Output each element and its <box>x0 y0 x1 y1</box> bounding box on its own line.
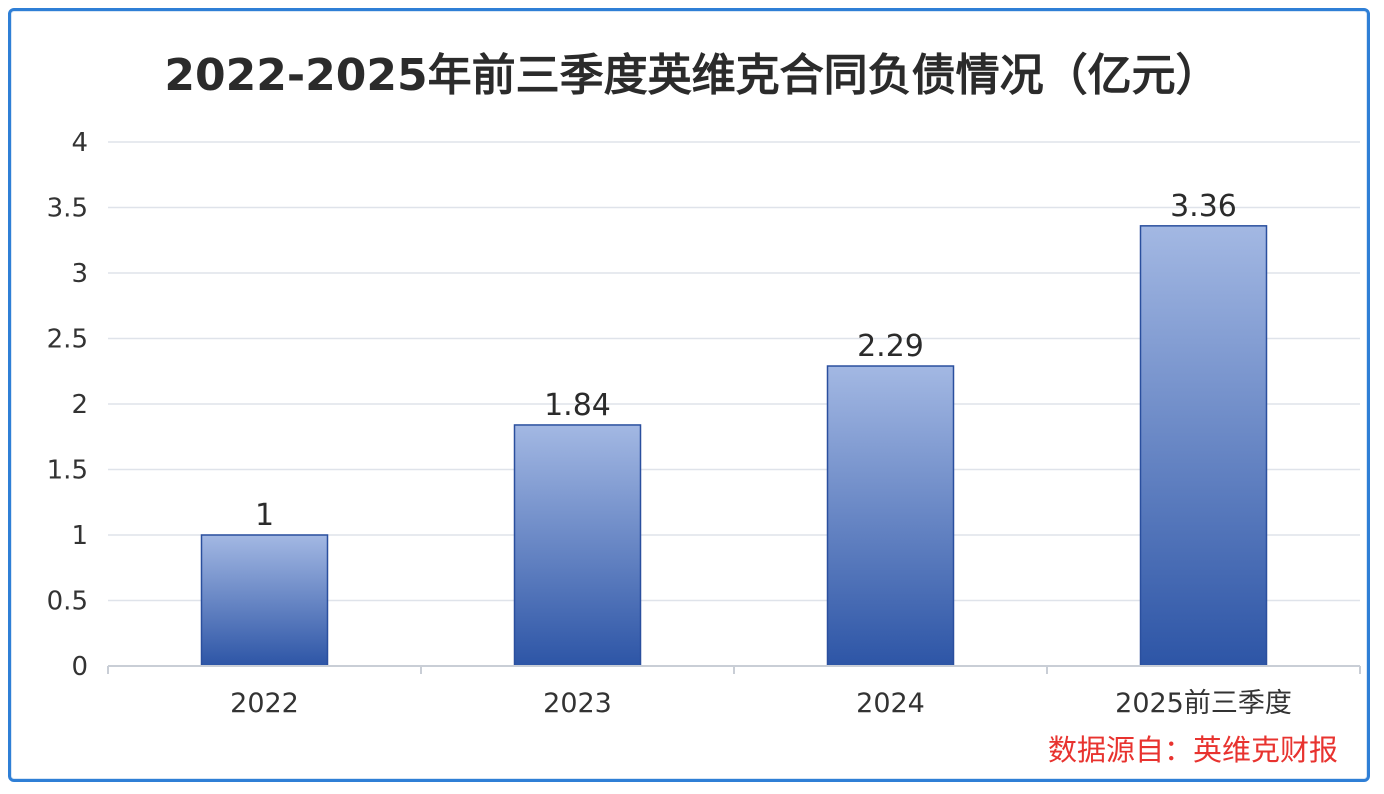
y-tick-label: 0.5 <box>47 587 88 617</box>
y-tick-label: 3 <box>71 259 88 289</box>
data-label: 3.36 <box>1170 189 1237 224</box>
bar-2023 <box>513 424 642 667</box>
x-category-label: 2023 <box>543 688 612 719</box>
y-tick-label: 2.5 <box>47 325 88 355</box>
y-axis-ticks: 0 0.5 1 1.5 2 2.5 3 3.5 4 <box>47 128 88 682</box>
x-category-label: 2022 <box>230 688 299 719</box>
data-label: 2.29 <box>857 329 924 364</box>
bar-2022 <box>200 534 329 667</box>
bar-2024 <box>826 365 955 667</box>
y-tick-label: 1.5 <box>47 456 88 486</box>
x-axis: 2022 2023 2024 2025前三季度 <box>107 665 1361 719</box>
data-source-note: 数据源自：英维克财报 <box>1047 733 1338 767</box>
y-tick-label: 3.5 <box>47 194 88 224</box>
y-tick-label: 4 <box>71 128 88 158</box>
data-labels: 1 1.84 2.29 3.36 <box>255 189 1237 533</box>
y-tick-label: 1 <box>71 521 88 551</box>
bar-2025前三季度 <box>1139 225 1268 667</box>
data-label: 1 <box>255 498 274 533</box>
bars <box>200 225 1268 667</box>
x-category-label: 2025前三季度 <box>1115 688 1292 719</box>
y-tick-label: 2 <box>71 390 88 420</box>
y-tick-label: 0 <box>71 652 88 682</box>
chart-title: 2022-2025年前三季度英维克合同负债情况（亿元） <box>164 50 1220 101</box>
x-category-label: 2024 <box>856 688 925 719</box>
data-label: 1.84 <box>544 388 611 423</box>
